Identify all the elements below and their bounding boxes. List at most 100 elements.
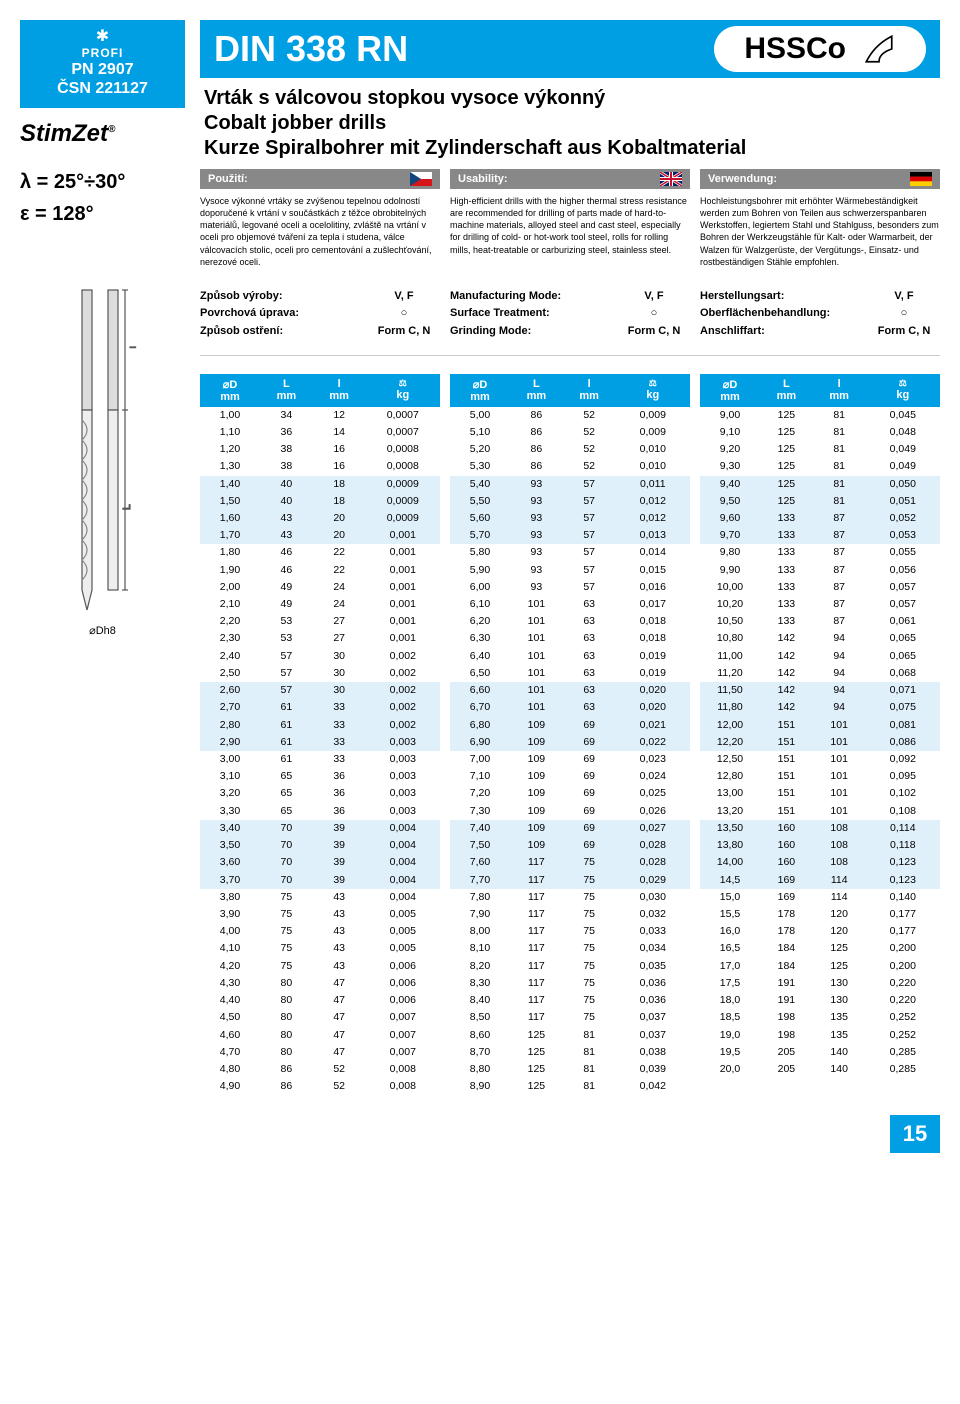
table-row: 11,00142940,065 <box>700 648 940 665</box>
table-row: 4,9086520,008 <box>200 1078 440 1095</box>
table-row: 3,9075430,005 <box>200 906 440 923</box>
table-row: 9,50125810,051 <box>700 493 940 510</box>
table-row: 7,90117750,032 <box>450 906 690 923</box>
table-row: 4,0075430,005 <box>200 923 440 940</box>
table-row: 8,70125810,038 <box>450 1044 690 1061</box>
table-row: 2,1049240,001 <box>200 596 440 613</box>
usage-text-de: Hochleistungsbohrer mit erhöhter Wärmebe… <box>700 195 940 268</box>
table-row: 5,1086520,009 <box>450 424 690 441</box>
svg-text:–: – <box>130 342 136 353</box>
table-row: 6,50101630,019 <box>450 665 690 682</box>
usage-header-de: Verwendung: <box>700 169 940 189</box>
table-row: 11,50142940,071 <box>700 682 940 699</box>
table-row: 3,5070390,004 <box>200 837 440 854</box>
table-row: 15,01691140,140 <box>700 889 940 906</box>
table-row: 9,40125810,050 <box>700 476 940 493</box>
table-header: ⌀DmmLmmlmm⚖kg <box>700 374 940 407</box>
pn-code-2: ČSN 221127 <box>20 79 185 98</box>
table-row: 9,90133870,056 <box>700 562 940 579</box>
table-row: 5,0086520,009 <box>450 407 690 424</box>
spec-table-col: ⌀DmmLmmlmm⚖kg1,0034120,00071,1036140,000… <box>200 374 440 1096</box>
spec-tables: ⌀DmmLmmlmm⚖kg1,0034120,00071,1036140,000… <box>200 374 940 1096</box>
table-row: 3,8075430,004 <box>200 889 440 906</box>
table-row: 6,90109690,022 <box>450 734 690 751</box>
table-row: 7,60117750,028 <box>450 854 690 871</box>
table-row: 7,40109690,027 <box>450 820 690 837</box>
table-row: 8,10117750,034 <box>450 940 690 957</box>
table-row: 7,80117750,030 <box>450 889 690 906</box>
table-row: 6,60101630,020 <box>450 682 690 699</box>
table-header: ⌀DmmLmmlmm⚖kg <box>200 374 440 407</box>
table-row: 14,001601080,123 <box>700 854 940 871</box>
table-row: 7,70117750,029 <box>450 872 690 889</box>
table-row: 4,2075430,006 <box>200 958 440 975</box>
flag-uk-icon <box>660 172 682 186</box>
table-row: 4,4080470,006 <box>200 992 440 1009</box>
table-row: 4,1075430,005 <box>200 940 440 957</box>
din-title: DIN 338 RN <box>214 28 408 70</box>
table-row: 5,3086520,010 <box>450 458 690 475</box>
table-row: 1,5040180,0009 <box>200 493 440 510</box>
table-row: 2,4057300,002 <box>200 648 440 665</box>
table-row: 1,6043200,0009 <box>200 510 440 527</box>
table-row: 8,60125810,037 <box>450 1027 690 1044</box>
props-en: Manufacturing Mode: Surface Treatment: G… <box>450 288 690 341</box>
usage-text-cz: Vysoce výkonné vrtáky se zvýšenou tepeln… <box>200 195 440 268</box>
brand-logo: StimZet® <box>20 120 185 148</box>
table-row: 3,1065360,003 <box>200 768 440 785</box>
profi-badge: ✱ PROFI PN 2907 ČSN 221127 <box>20 20 185 108</box>
table-row: 5,6093570,012 <box>450 510 690 527</box>
table-row: 11,80142940,075 <box>700 699 940 716</box>
table-row: 10,50133870,061 <box>700 613 940 630</box>
dh8-label: ⌀Dh8 <box>20 624 185 637</box>
table-row: 8,50117750,037 <box>450 1009 690 1026</box>
table-row: 9,20125810,049 <box>700 441 940 458</box>
table-row: 2,8061330,002 <box>200 717 440 734</box>
table-row: 1,0034120,0007 <box>200 407 440 424</box>
table-row: 8,80125810,039 <box>450 1061 690 1078</box>
table-row: 2,6057300,002 <box>200 682 440 699</box>
table-row: 9,70133870,053 <box>700 527 940 544</box>
table-row: 13,001511010,102 <box>700 785 940 802</box>
table-row: 1,8046220,001 <box>200 544 440 561</box>
table-row: 2,7061330,002 <box>200 699 440 716</box>
table-row: 5,5093570,012 <box>450 493 690 510</box>
drill-tip-icon <box>862 32 896 66</box>
table-row: 6,10101630,017 <box>450 596 690 613</box>
table-row: 3,3065360,003 <box>200 803 440 820</box>
table-row: 3,0061330,003 <box>200 751 440 768</box>
table-row: 5,9093570,015 <box>450 562 690 579</box>
props-de: Herstellungsart: Oberflächenbehandlung: … <box>700 288 940 341</box>
table-row: 3,4070390,004 <box>200 820 440 837</box>
table-row: 8,30117750,036 <box>450 975 690 992</box>
usage-header-en: Usability: <box>450 169 690 189</box>
table-row: 8,40117750,036 <box>450 992 690 1009</box>
usage-header-cz: Použití: <box>200 169 440 189</box>
subtitle-de: Kurze Spiralbohrer mit Zylinderschaft au… <box>204 136 940 161</box>
table-row: 6,30101630,018 <box>450 630 690 647</box>
table-row: 19,01981350,252 <box>700 1027 940 1044</box>
table-row: 13,801601080,118 <box>700 837 940 854</box>
formula-block: λ = 25°÷30° ε = 128° <box>20 166 185 230</box>
table-row: 3,7070390,004 <box>200 872 440 889</box>
table-row: 10,80142940,065 <box>700 630 940 647</box>
table-row: 2,9061330,003 <box>200 734 440 751</box>
table-row: 5,2086520,010 <box>450 441 690 458</box>
table-row: 3,2065360,003 <box>200 785 440 802</box>
table-row: 4,6080470,007 <box>200 1027 440 1044</box>
table-row: 9,30125810,049 <box>700 458 940 475</box>
table-row: 9,60133870,052 <box>700 510 940 527</box>
table-row: 12,001511010,081 <box>700 717 940 734</box>
table-row: 13,201511010,108 <box>700 803 940 820</box>
table-row: 3,6070390,004 <box>200 854 440 871</box>
table-row: 8,20117750,035 <box>450 958 690 975</box>
table-row: 8,90125810,042 <box>450 1078 690 1095</box>
table-row: 10,00133870,057 <box>700 579 940 596</box>
table-row: 7,20109690,025 <box>450 785 690 802</box>
table-row: 7,00109690,023 <box>450 751 690 768</box>
table-row: 5,4093570,011 <box>450 476 690 493</box>
table-row: 9,80133870,055 <box>700 544 940 561</box>
table-row: 2,0049240,001 <box>200 579 440 596</box>
flag-cz-icon <box>410 172 432 186</box>
table-row: 6,40101630,019 <box>450 648 690 665</box>
